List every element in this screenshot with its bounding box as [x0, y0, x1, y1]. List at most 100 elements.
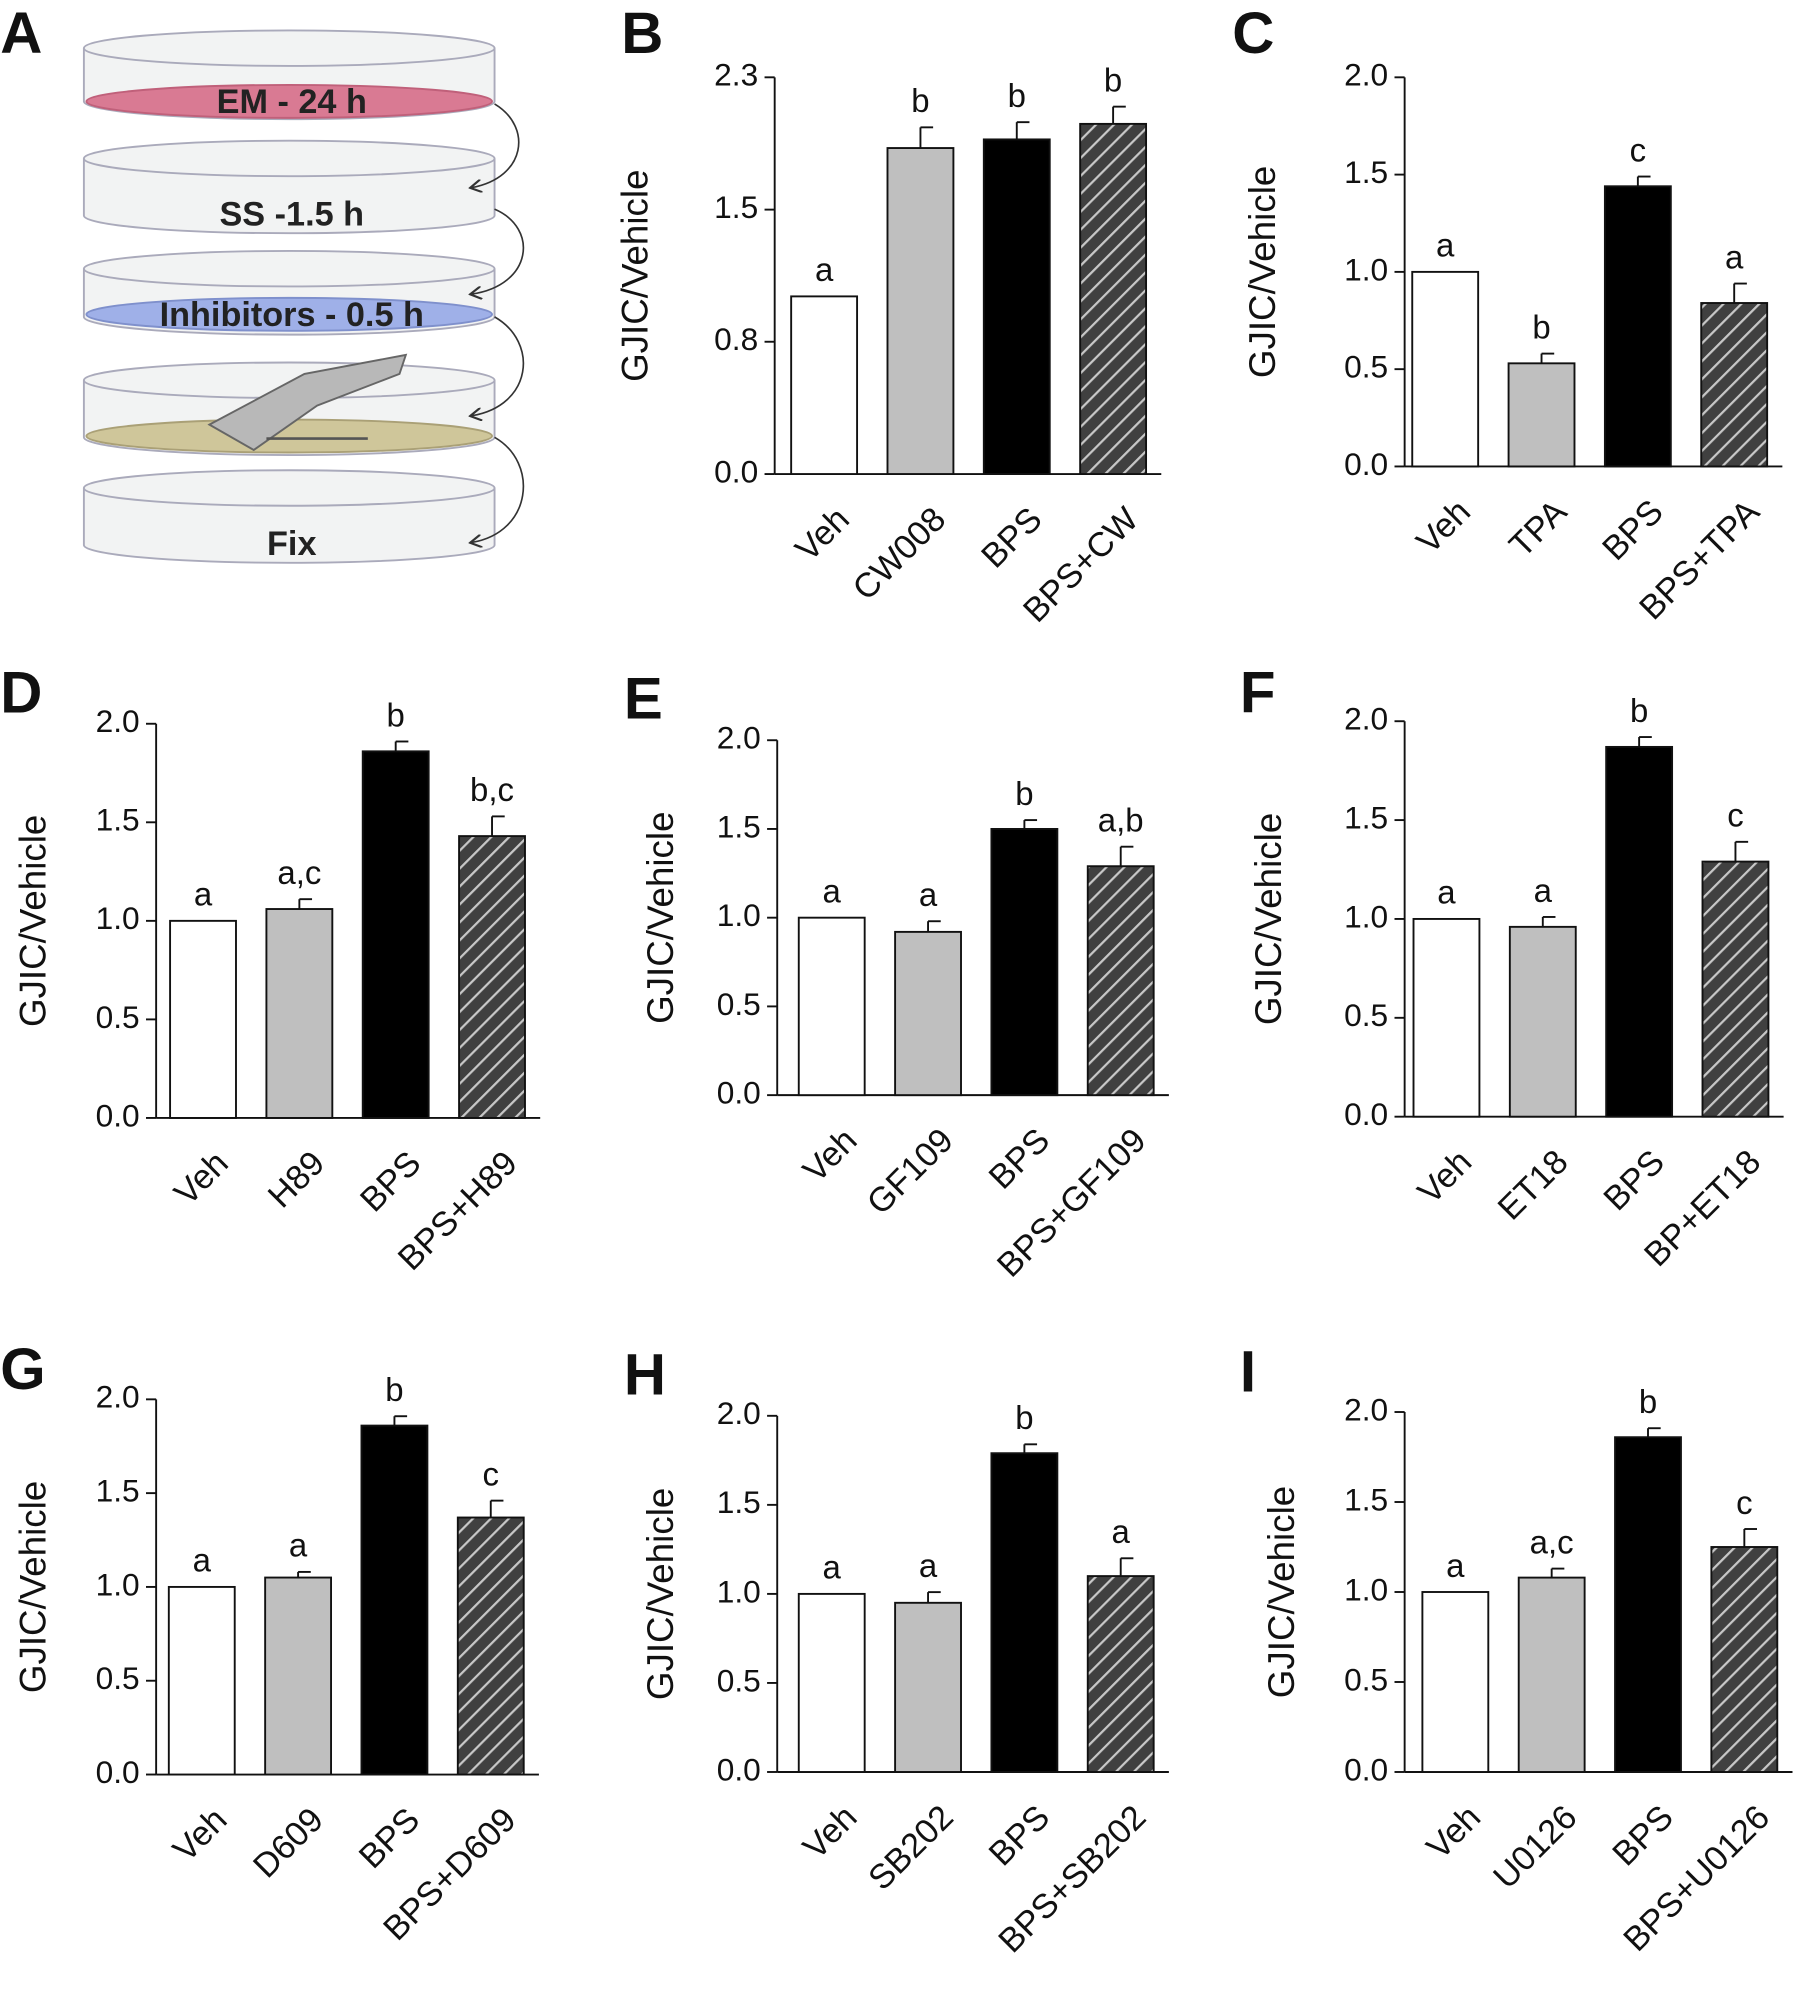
significance-letter: a — [1112, 1513, 1131, 1550]
x-tick-label: BPS — [352, 1801, 427, 1876]
y-tick-label: 0.0 — [1344, 1751, 1388, 1787]
y-tick-label: 1.5 — [1344, 799, 1388, 835]
y-axis-label: GJIC/Vehicle — [1261, 1486, 1302, 1698]
chart: E GJIC/Vehicle 0.0 0.5 1.0 1.5 2.0 a Veh a GF109 b B… — [624, 667, 1169, 1285]
x-tick-label: BPS — [982, 1798, 1057, 1873]
y-axis-label: GJIC/Vehicle — [640, 1488, 681, 1700]
chart: I GJIC/Vehicle 0.0 0.5 1.0 1.5 2.0 a Veh a,c U0126… — [1240, 1340, 1793, 1959]
x-tick-label: Veh — [788, 500, 857, 569]
significance-letter: c — [1727, 797, 1743, 834]
x-tick-label: BPS — [1605, 1798, 1680, 1873]
x-tick-label: BPS — [353, 1144, 428, 1219]
x-tick-label: Veh — [1409, 493, 1478, 562]
panel-label: D — [0, 660, 42, 725]
x-tick-label: ET18 — [1491, 1143, 1576, 1228]
y-tick-label: 1.5 — [717, 808, 761, 844]
y-tick-label: 0.5 — [96, 1660, 140, 1696]
panel-label: G — [0, 1337, 45, 1402]
x-tick-label: CW008 — [846, 500, 954, 608]
significance-letter: a,c — [1530, 1523, 1574, 1560]
bar — [1086, 1575, 1155, 1773]
bar — [169, 919, 237, 1119]
bar — [360, 1424, 429, 1776]
bar — [264, 1576, 333, 1776]
x-tick-label: Veh — [796, 1798, 865, 1867]
y-tick-label: 0.0 — [717, 1751, 761, 1787]
chart: C GJIC/Vehicle 0.0 0.5 1.0 1.5 2.0 a Veh b TPA c BPS… — [1232, 1, 1783, 627]
bar — [1701, 860, 1770, 1118]
panel-label: C — [1232, 1, 1274, 66]
bar — [1603, 185, 1672, 468]
y-tick-label: 2.0 — [717, 720, 761, 756]
y-tick-label: 0.5 — [1344, 1661, 1388, 1697]
y-tick-label: 2.0 — [96, 703, 140, 739]
panel-label: B — [621, 1, 663, 66]
x-tick-label: Veh — [166, 1801, 235, 1870]
bar — [1079, 122, 1148, 476]
significance-letter: a — [919, 1547, 938, 1584]
bar — [1605, 745, 1674, 1118]
y-tick-label: 2.0 — [717, 1395, 761, 1431]
significance-letter: a,c — [277, 854, 321, 891]
y-tick-label: 2.3 — [714, 57, 758, 93]
significance-letter: c — [483, 1455, 499, 1492]
significance-letter: b — [1008, 77, 1026, 114]
y-axis-label: GJIC/Vehicle — [640, 811, 681, 1023]
y-tick-label: 0.0 — [717, 1075, 761, 1111]
dish — [82, 158, 496, 235]
x-tick-label: Veh — [167, 1144, 236, 1213]
bar — [456, 1516, 525, 1776]
x-tick-label: Veh — [1420, 1798, 1489, 1867]
dish-rim — [82, 469, 496, 507]
y-axis-label: GJIC/Vehicle — [614, 169, 655, 381]
significance-letter: a — [919, 876, 938, 913]
significance-letter: a — [823, 1549, 842, 1586]
y-tick-label: 1.5 — [717, 1484, 761, 1520]
significance-letter: b — [911, 82, 929, 119]
y-tick-label: 1.0 — [717, 1573, 761, 1609]
scalpel — [207, 353, 408, 452]
liquid — [85, 83, 493, 119]
y-tick-label: 1.5 — [96, 802, 140, 838]
bar — [990, 1452, 1059, 1773]
y-tick-label: 0.0 — [1344, 446, 1388, 482]
significance-letter: a — [1436, 227, 1455, 264]
y-tick-label: 1.0 — [96, 1566, 140, 1602]
significance-letter: b — [387, 696, 405, 733]
y-axis-label: GJIC/Vehicle — [12, 815, 53, 1027]
y-tick-label: 0.5 — [1344, 349, 1388, 385]
significance-letter: b — [1015, 1399, 1033, 1436]
x-tick-label: BPS — [1597, 1143, 1672, 1218]
y-tick-label: 0.0 — [96, 1097, 140, 1133]
y-tick-label: 1.0 — [1344, 251, 1388, 287]
y-axis-label: GJIC/Vehicle — [1242, 166, 1283, 378]
bar — [1700, 302, 1769, 468]
x-tick-label: H89 — [261, 1144, 332, 1215]
y-tick-label: 2.0 — [96, 1379, 140, 1415]
x-tick-label: Veh — [796, 1121, 865, 1190]
bar — [790, 295, 859, 476]
bar — [797, 1592, 866, 1773]
bar — [1411, 270, 1480, 468]
y-tick-label: 0.0 — [96, 1754, 140, 1790]
significance-letter: b — [1639, 1383, 1657, 1420]
panel-label: H — [624, 1342, 666, 1407]
significance-letter: a — [289, 1527, 308, 1564]
chart: H GJIC/Vehicle 0.0 0.5 1.0 1.5 2.0 a Veh a SB202 b B… — [624, 1342, 1169, 1960]
dish-rim — [82, 29, 496, 67]
bar — [1710, 1546, 1779, 1773]
y-tick-label: 1.5 — [1344, 1481, 1388, 1517]
x-tick-label: BPS — [982, 1121, 1057, 1196]
y-tick-label: 0.0 — [714, 453, 758, 489]
x-tick-label: BPS — [974, 500, 1049, 575]
arrows — [472, 103, 525, 543]
significance-letter: c — [1630, 131, 1646, 168]
y-tick-label: 0.8 — [714, 321, 758, 357]
significance-letter: a — [1725, 238, 1744, 275]
y-tick-label: 1.0 — [96, 900, 140, 936]
y-tick-label: 0.5 — [1344, 997, 1388, 1033]
bar — [894, 1601, 962, 1773]
arrow — [472, 208, 525, 294]
